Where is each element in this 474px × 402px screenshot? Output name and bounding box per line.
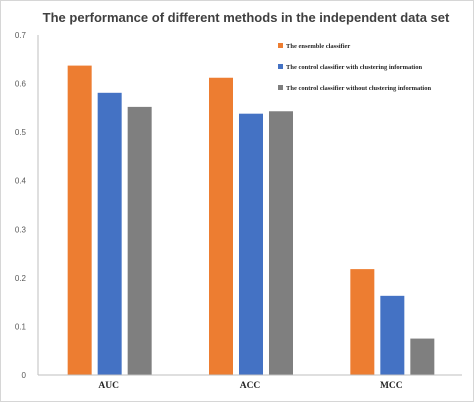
legend-label: The control classifier with clustering i… xyxy=(286,64,422,71)
legend-swatch xyxy=(278,43,283,48)
x-axis-ticks: AUC ACC MCC xyxy=(98,381,402,391)
bar-auc-series-3 xyxy=(127,106,152,375)
y-tick-label: 0.7 xyxy=(15,31,27,40)
y-tick-label: 0.6 xyxy=(15,80,27,89)
x-tick-label: MCC xyxy=(380,381,403,391)
bar-auc-series-2 xyxy=(97,92,122,376)
legend-label: The ensemble classifier xyxy=(286,43,350,50)
bar-auc-series-1 xyxy=(67,65,92,375)
legend-label: The control classifier without clusterin… xyxy=(286,85,431,92)
legend-swatch xyxy=(278,85,283,90)
bar-acc-series-3 xyxy=(269,111,293,375)
bars xyxy=(67,65,435,376)
x-tick-label: ACC xyxy=(240,381,261,391)
y-tick-label: 0.4 xyxy=(15,177,27,186)
y-axis-ticks: 0 0.1 0.2 0.3 0.4 0.5 0.6 0.7 xyxy=(15,31,27,380)
bar-acc-series-1 xyxy=(209,77,233,375)
bar-acc-series-2 xyxy=(239,113,263,375)
y-tick-label: 0.5 xyxy=(15,128,27,137)
y-tick-label: 0.1 xyxy=(15,322,27,331)
chart-title: The performance of different methods in … xyxy=(43,10,450,25)
y-tick-label: 0 xyxy=(22,371,27,380)
bar-mcc-series-3 xyxy=(410,338,435,375)
y-tick-label: 0.2 xyxy=(15,274,27,283)
legend-swatch xyxy=(278,64,283,69)
y-tick-label: 0.3 xyxy=(15,225,27,234)
legend: The ensemble classifier The control class… xyxy=(278,43,431,92)
x-tick-label: AUC xyxy=(98,381,119,391)
bar-mcc-series-2 xyxy=(380,295,405,375)
bar-mcc-series-1 xyxy=(350,269,375,375)
